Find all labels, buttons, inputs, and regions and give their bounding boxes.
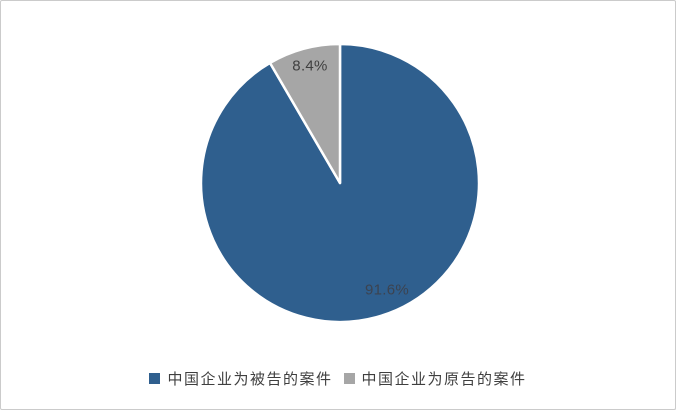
legend-item-plaintiff: 中国企业为原告的案件 (343, 368, 527, 389)
chart-legend: 中国企业为被告的案件 中国企业为原告的案件 (1, 368, 675, 389)
legend-swatch-blue-icon (149, 373, 161, 384)
legend-label-defendant: 中国企业为被告的案件 (167, 371, 333, 388)
data-label-plaintiff-pct: 8.4% (292, 57, 328, 75)
legend-swatch-gray-icon (343, 373, 355, 384)
data-label-defendant-pct: 91.6% (364, 281, 410, 299)
pie-slice-plaintiff-cases (268, 42, 342, 185)
legend-item-defendant: 中国企业为被告的案件 (149, 368, 332, 389)
legend-label-plaintiff: 中国企业为原告的案件 (361, 371, 527, 388)
